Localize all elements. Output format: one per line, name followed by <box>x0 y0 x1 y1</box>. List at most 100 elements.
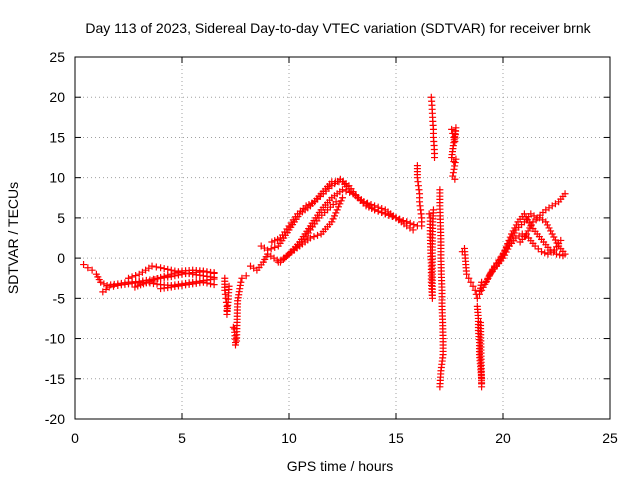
data-point-arc-l <box>483 275 491 283</box>
y-tick-label: 5 <box>57 210 65 226</box>
data-point-arc-h <box>371 206 379 214</box>
data-point-arc-h <box>374 207 382 215</box>
data-point-arc-b <box>105 283 113 291</box>
data-point-arc-j <box>333 206 341 214</box>
data-point-arc-h <box>378 209 386 217</box>
data-point-spike-7 <box>225 282 233 290</box>
data-point-arc-j <box>328 218 336 226</box>
data-point-arc-l <box>520 210 528 218</box>
data-point-cluster-18.2 <box>469 282 477 290</box>
data-point-arc-j <box>337 197 345 205</box>
data-point-arc-k <box>479 283 487 291</box>
data-point-col-17.7 <box>448 154 456 162</box>
data-point-arc-l <box>524 216 532 224</box>
data-point-arc-m <box>499 254 507 262</box>
data-point-cluster-18.2 <box>463 270 471 278</box>
data-point-col-16.7 <box>431 154 439 162</box>
data-point-arc-d <box>167 270 175 278</box>
data-point-arc-j <box>336 200 344 208</box>
data-point-arc-l <box>509 227 517 235</box>
data-point-arc-h <box>385 211 393 219</box>
x-tick-label: 5 <box>178 430 186 446</box>
y-tick-label: -15 <box>45 371 65 387</box>
data-point-cluster-7.5 <box>229 323 237 331</box>
data-point-arc-c <box>164 265 172 273</box>
x-tick-label: 20 <box>495 430 511 446</box>
data-point-arc-a <box>84 264 92 272</box>
data-point-arc-e <box>199 278 207 286</box>
data-point-col-17 <box>436 383 444 391</box>
data-point-arc-l <box>511 224 519 232</box>
data-point-arc-l <box>512 221 520 229</box>
data-point-arc-k <box>561 190 569 198</box>
data-point-arc-l <box>506 233 514 241</box>
data-point-arc-f <box>339 186 346 194</box>
x-axis-title: GPS time / hours <box>287 458 394 474</box>
data-point-arc-e <box>203 279 211 287</box>
data-point-arc-l <box>556 251 564 259</box>
data-point-arc-d <box>157 273 165 281</box>
data-point-cluster-7.5 <box>232 341 239 349</box>
data-point-arc-l <box>508 230 516 238</box>
data-point-col-16.6 <box>429 206 437 214</box>
data-point-arc-n <box>561 250 569 258</box>
data-point-arc-e <box>207 280 215 288</box>
data-point-cluster-18.2 <box>473 294 481 302</box>
y-tick-label: 25 <box>49 49 65 65</box>
x-tick-label: 25 <box>602 430 618 446</box>
data-point-cluster-7.5 <box>238 274 246 282</box>
data-point-arc-d <box>207 269 215 277</box>
data-point-arc-n <box>524 227 532 235</box>
data-point-arc-f <box>346 188 354 196</box>
data-point-arc-d <box>164 271 172 279</box>
plot-frame <box>74 56 611 420</box>
data-point-arc-h <box>409 226 417 234</box>
data-point-arc-n <box>548 230 556 238</box>
data-point-arc-n <box>523 230 531 238</box>
grid-layer <box>75 57 610 419</box>
data-point-arc-c <box>148 262 156 270</box>
x-tick-label: 10 <box>281 430 297 446</box>
data-point-arc-e <box>210 281 218 289</box>
data-point-col-17.7 <box>452 155 460 163</box>
data-point-arc-h <box>381 210 389 218</box>
data-point-arc-c <box>132 272 140 280</box>
y-tick-label: 15 <box>49 129 65 145</box>
data-point-arc-a <box>80 261 88 269</box>
data-point-arc-m <box>502 248 510 256</box>
data-point-arc-j <box>339 194 346 202</box>
data-point-arc-a <box>88 266 96 274</box>
data-point-cluster-18.2 <box>471 286 479 294</box>
data-point-arc-m <box>538 248 546 256</box>
y-tick-label: -10 <box>45 331 65 347</box>
data-point-cluster-7.5 <box>242 272 250 280</box>
data-point-arc-j <box>330 212 338 220</box>
data-point-arc-j <box>334 203 342 211</box>
data-point-arc-n <box>542 218 550 226</box>
y-tick-label: -20 <box>45 411 65 427</box>
data-point-arc-d <box>174 268 182 276</box>
data-point-col-17.7 <box>451 175 459 183</box>
data-point-col-18.9 <box>477 318 485 326</box>
data-point-arc-j <box>310 233 318 241</box>
data-point-arc-c <box>128 273 136 281</box>
data-point-col-17.7 <box>448 125 456 133</box>
y-tick-label: 10 <box>49 170 65 186</box>
data-point-arc-n <box>551 236 559 244</box>
data-point-cluster-18.2 <box>467 278 475 286</box>
data-point-arc-c <box>125 274 132 282</box>
data-point-arc-c <box>160 265 168 273</box>
x-tick-label: 0 <box>71 430 79 446</box>
data-point-arc-j <box>329 215 337 223</box>
data-point-rise-16 <box>418 222 426 230</box>
data-point-arc-m <box>541 249 549 257</box>
data-point-arc-g <box>360 198 368 206</box>
data-marks <box>80 93 569 391</box>
data-point-arc-h <box>388 213 396 221</box>
data-point-arc-a <box>97 278 105 286</box>
data-point-arc-d <box>199 267 207 275</box>
data-point-arc-n <box>543 221 551 229</box>
data-point-arc-i <box>332 198 340 206</box>
data-point-arc-j <box>314 231 322 239</box>
